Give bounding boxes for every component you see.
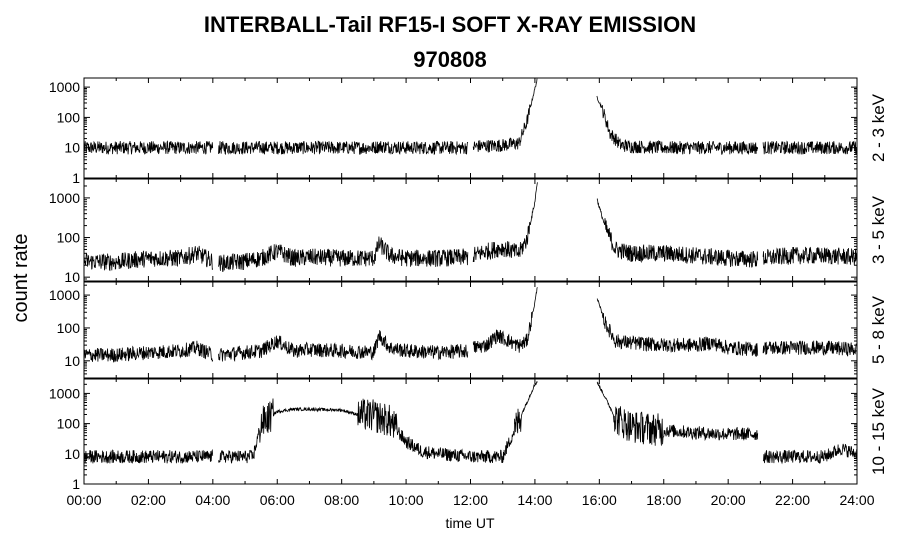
x-tick-label: 00:00 — [66, 492, 101, 508]
x-tick-label: 10:00 — [389, 492, 424, 508]
x-tick-label: 12:00 — [453, 492, 488, 508]
x-tick-label: 06:00 — [260, 492, 295, 508]
panel-frame — [83, 178, 858, 282]
x-tick-label: 04:00 — [195, 492, 230, 508]
panel: 10 100 1000 5 - 8 keV — [49, 281, 888, 379]
chart-title: INTERBALL-Tail RF15-I SOFT X-RAY EMISSIO… — [203, 12, 697, 37]
series-line — [83, 182, 857, 273]
y-tick-label: 1 — [72, 476, 80, 492]
y-tick-label: 1000 — [49, 385, 80, 401]
x-tick-label: 20:00 — [711, 492, 746, 508]
panel-energy-label: 3 - 5 keV — [869, 195, 888, 264]
x-tick-label: 02:00 — [131, 492, 166, 508]
x-tick-label: 18:00 — [646, 492, 681, 508]
panel-energy-label: 10 - 15 keV — [869, 387, 888, 475]
x-tick-label: 16:00 — [582, 492, 617, 508]
panel-frame — [83, 281, 858, 379]
y-tick-label: 10 — [64, 446, 80, 462]
y-tick-label: 100 — [57, 230, 81, 246]
panel: 1 10 100 1000 10 - 15 keV — [49, 378, 888, 492]
panel-energy-label: 2 - 3 keV — [869, 93, 888, 162]
y-tick-label: 10 — [64, 269, 80, 285]
panel-energy-label: 5 - 8 keV — [869, 295, 888, 364]
x-axis-label: time UT — [446, 515, 495, 531]
y-tick-label: 1 — [72, 170, 80, 186]
x-tick-labels: 00:00 02:00 04:00 06:00 08:00 10:00 12:00 14:00… — [66, 492, 874, 508]
panel: 10 100 1000 3 - 5 keV — [49, 178, 888, 285]
panel-frame — [83, 77, 858, 179]
y-tick-label: 100 — [57, 416, 81, 432]
y-tick-label: 1000 — [49, 190, 80, 206]
x-tick-label: 24:00 — [839, 492, 874, 508]
y-tick-label: 100 — [57, 109, 81, 125]
y-tick-label: 100 — [57, 320, 81, 336]
series-line — [83, 381, 857, 465]
x-tick-label: 14:00 — [517, 492, 552, 508]
series-line — [83, 287, 857, 364]
series-line — [83, 78, 857, 156]
x-tick-label: 08:00 — [324, 492, 359, 508]
y-tick-label: 1000 — [49, 79, 80, 95]
chart-subtitle: 970808 — [413, 47, 487, 72]
x-tick-label: 22:00 — [775, 492, 810, 508]
y-tick-label: 10 — [64, 353, 80, 369]
y-tick-label: 1000 — [49, 287, 80, 303]
panel: 1 10 100 1000 2 - 3 keV — [49, 77, 888, 186]
y-tick-label: 10 — [64, 140, 80, 156]
y-axis-label: count rate — [10, 234, 32, 323]
